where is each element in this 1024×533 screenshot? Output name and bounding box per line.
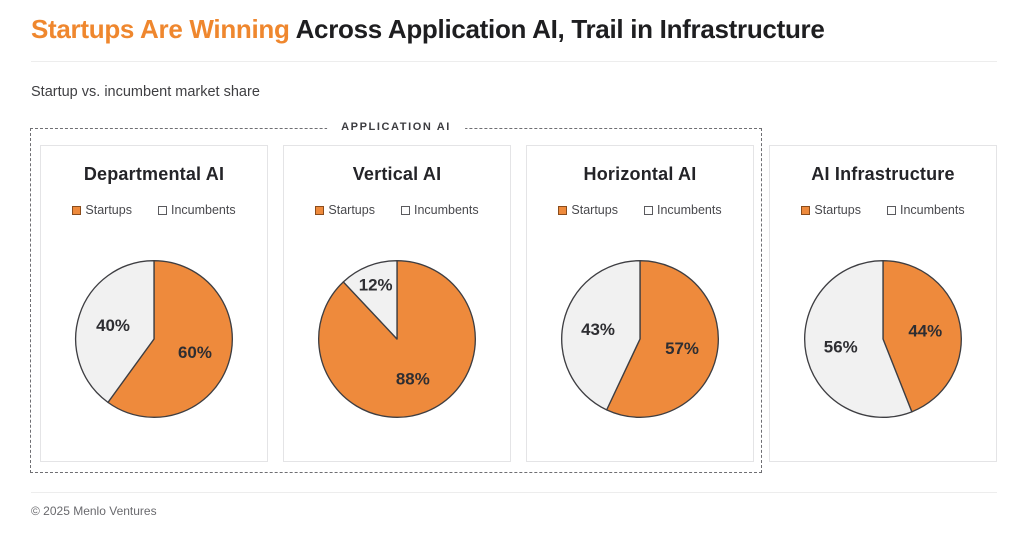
legend-label-startups: Startups (85, 203, 132, 217)
legend-label-incumbents: Incumbents (413, 203, 479, 217)
pie-label-startups: 57% (665, 339, 699, 358)
legend-label-incumbents: Incumbents (899, 203, 965, 217)
incumbents-swatch-icon (643, 205, 653, 215)
pie-slice-incumbents (804, 260, 913, 418)
incumbents-swatch-icon (886, 205, 896, 215)
application-ai-group-box: APPLICATION AI (30, 121, 762, 473)
startups-swatch-icon (315, 205, 325, 215)
pie-label-incumbents: 43% (581, 320, 615, 339)
legend-label-incumbents: Incumbents (656, 203, 722, 217)
pie-slice-incumbents (75, 260, 155, 404)
chart-subtitle: Startup vs. incumbent market share (31, 84, 260, 100)
pie-label-incumbents: 56% (824, 338, 858, 357)
legend: Startups Incumbents (527, 203, 753, 217)
pie-chart-vertical-ai: 88% 12% (318, 260, 476, 418)
pie-label-startups: 88% (396, 370, 430, 389)
card-ai-infrastructure: AI Infrastructure Startups Incumbents 44… (769, 145, 997, 462)
title-highlight: Startups Are Winning (31, 14, 290, 44)
card-departmental-ai: Departmental AI Startups Incumbents 60% 4… (40, 145, 268, 462)
pie-chart-horizontal-ai: 57% 43% (561, 260, 719, 418)
legend-label-startups: Startups (571, 203, 618, 217)
legend-item-startups: Startups (558, 203, 618, 217)
copyright-text: © 2025 Menlo Ventures (31, 504, 157, 518)
legend-item-incumbents: Incumbents (400, 203, 479, 217)
pie-label-startups: 60% (178, 343, 212, 362)
pie-slice-startups (605, 260, 719, 418)
legend-item-startups: Startups (72, 203, 132, 217)
card-vertical-ai: Vertical AI Startups Incumbents 88% 12% (283, 145, 511, 462)
legend-item-startups: Startups (801, 203, 861, 217)
pie-label-startups: 44% (908, 321, 942, 340)
card-title: Horizontal AI (583, 164, 697, 184)
page-title: Startups Are Winning Across Application … (31, 14, 825, 45)
startups-swatch-icon (801, 205, 811, 215)
pie-label-incumbents: 40% (96, 316, 130, 335)
pie-slice-startups (882, 260, 962, 413)
pie-slice-incumbents (342, 260, 398, 340)
legend: Startups Incumbents (770, 203, 996, 217)
pie-chart-ai-infrastructure: 44% 56% (804, 260, 962, 418)
legend-label-startups: Startups (328, 203, 375, 217)
pie-chart-departmental-ai: 60% 40% (75, 260, 233, 418)
footer-divider (31, 492, 997, 493)
legend-item-incumbents: Incumbents (157, 203, 236, 217)
startups-swatch-icon (558, 205, 568, 215)
legend-item-startups: Startups (315, 203, 375, 217)
title-rest: Across Application AI, Trail in Infrastr… (295, 14, 825, 44)
card-title: Vertical AI (352, 164, 442, 184)
incumbents-swatch-icon (157, 205, 167, 215)
legend: Startups Incumbents (41, 203, 267, 217)
pie-slice-incumbents (561, 260, 641, 411)
startups-swatch-icon (72, 205, 82, 215)
legend-item-incumbents: Incumbents (886, 203, 965, 217)
card-title: AI Infrastructure (811, 164, 955, 184)
legend: Startups Incumbents (284, 203, 510, 217)
legend-label-incumbents: Incumbents (170, 203, 236, 217)
card-horizontal-ai: Horizontal AI Startups Incumbents 57% 43% (526, 145, 754, 462)
header-divider (31, 61, 997, 62)
legend-item-incumbents: Incumbents (643, 203, 722, 217)
incumbents-swatch-icon (400, 205, 410, 215)
legend-label-startups: Startups (814, 203, 861, 217)
pie-slice-startups (107, 260, 233, 418)
pie-label-incumbents: 12% (359, 276, 393, 295)
application-ai-group-label: APPLICATION AI (327, 121, 465, 133)
card-title: Departmental AI (83, 164, 225, 184)
